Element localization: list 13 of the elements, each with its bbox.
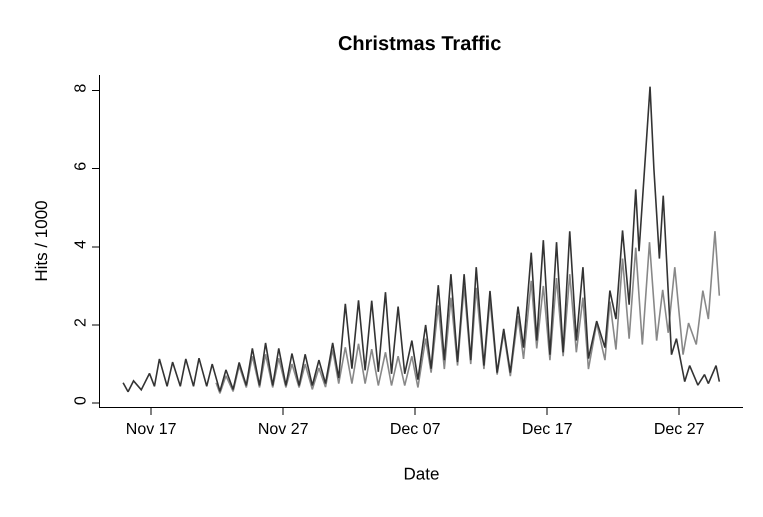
y-tick-label: 2 (72, 318, 90, 328)
y-tick-label: 8 (72, 84, 90, 93)
x-tick-label: Nov 17 (126, 421, 177, 438)
y-tick-label: 4 (72, 240, 90, 249)
y-tick-label: 0 (72, 396, 90, 406)
x-tick-label: Dec 07 (390, 421, 441, 438)
x-tick-label: Dec 27 (654, 421, 705, 438)
chart-title: Christmas Traffic (338, 33, 502, 56)
y-axis-title: Hits / 1000 (32, 200, 52, 282)
x-tick-label: Dec 17 (522, 421, 573, 438)
x-axis-title: Date (404, 464, 440, 484)
y-tick-label: 6 (72, 162, 90, 171)
x-tick-label: Nov 27 (258, 421, 309, 438)
